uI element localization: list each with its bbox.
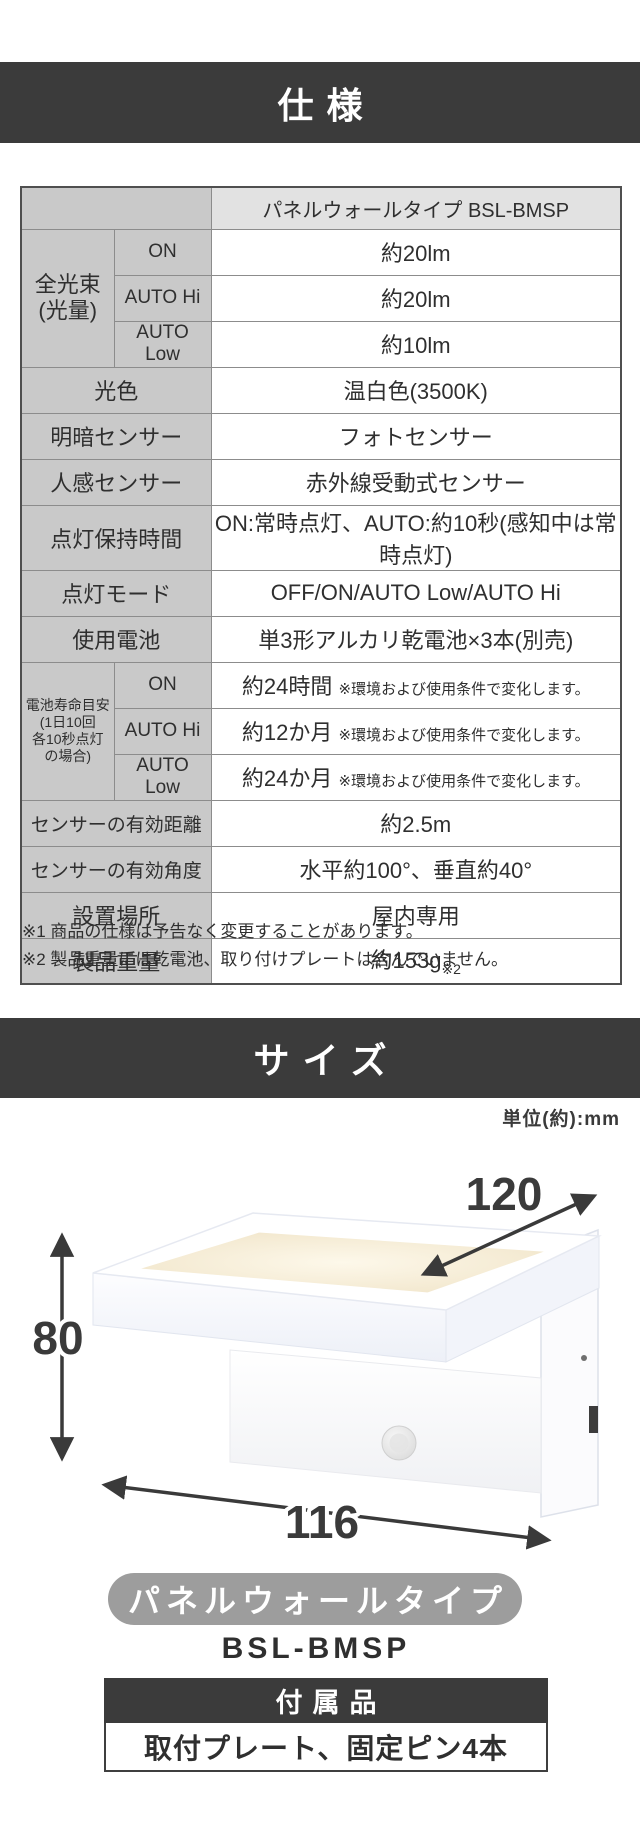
- table-row-lighting-mode: 点灯モード OFF/ON/AUTO Low/AUTO Hi: [20, 569, 622, 617]
- product-header-cell: パネルウォールタイプ BSL-BMSP: [210, 186, 622, 230]
- mode-cell: ON: [113, 228, 212, 276]
- table-row-luminous-hi: AUTO Hi 約20lm: [21, 274, 622, 322]
- row-label: 点灯モード: [20, 569, 212, 617]
- value-cell: 約20lm: [210, 228, 622, 276]
- table-row-header: パネルウォールタイプ BSL-BMSP: [20, 186, 622, 230]
- lamp-body-illustration: [229, 1349, 542, 1494]
- mode-cell: ON: [113, 661, 212, 709]
- mode-cell: AUTO Hi: [113, 707, 212, 755]
- size-section-title-text: サイズ: [253, 1040, 400, 1081]
- row-label: 設置場所: [20, 891, 212, 939]
- width-dimension-label: 116: [285, 1496, 359, 1548]
- value-cell: ON:常時点灯、AUTO:約10秒(感知中は常時点灯): [210, 504, 622, 571]
- battery-life-note: ※環境および使用条件で変化します。: [338, 681, 590, 698]
- depth-dimension-label: 120: [466, 1168, 543, 1220]
- value-cell: 約12か月 ※環境および使用条件で変化します。: [210, 707, 622, 755]
- table-row-product-weight: 製品重量 約153g※2: [20, 937, 622, 985]
- table-row-sensor-distance: センサーの有効距離 約2.5m: [20, 799, 622, 847]
- spec-table: パネルウォールタイプ BSL-BMSP 全光束 (光量) ON 約20lm AU…: [20, 186, 622, 985]
- model-type-badge-text: パネルウォールタイプ: [127, 1583, 508, 1619]
- table-row-battery: 使用電池 単3形アルカリ乾電池×3本(別売): [20, 615, 622, 663]
- value-cell: 約20lm: [210, 274, 622, 322]
- value-cell: フォトセンサー: [210, 412, 622, 460]
- table-row-sensor-angle: センサーの有効角度 水平約100°、垂直約40°: [20, 845, 622, 893]
- table-row-battery-life-low: AUTO Low 約24か月 ※環境および使用条件で変化します。: [21, 753, 622, 801]
- product-weight-value: 約153g: [370, 948, 442, 974]
- mode-switch-illustration: [589, 1406, 598, 1433]
- height-dimension-label: 80: [32, 1312, 83, 1364]
- table-row-motion-sensor: 人感センサー 赤外線受動式センサー: [20, 458, 622, 506]
- width-dimension: 116: [101, 1475, 552, 1552]
- accessories-content-box: 取付プレート、固定ピン4本: [104, 1723, 548, 1772]
- mode-cell: AUTO Hi: [113, 274, 212, 322]
- value-cell: 単3形アルカリ乾電池×3本(別売): [210, 615, 622, 663]
- battery-life-value: 約24時間: [241, 674, 333, 699]
- battery-life-label: 電池寿命目安 (1日10回 各10秒点灯 の場合): [20, 661, 115, 801]
- accessories-content-text: 取付プレート、固定ピン4本: [143, 1732, 508, 1764]
- mode-cell: AUTO Low: [113, 320, 212, 368]
- value-cell: OFF/ON/AUTO Low/AUTO Hi: [210, 569, 622, 617]
- table-row-light-color: 光色 温白色(3500K): [20, 366, 622, 414]
- spec-section-title-text: 仕様: [277, 84, 376, 126]
- mode-cell: AUTO Low: [113, 753, 212, 801]
- value-cell: 約2.5m: [210, 799, 622, 847]
- accessories-title-bar: 付属品: [104, 1678, 548, 1723]
- light-panel-illustration: [92, 1212, 602, 1363]
- spec-section-title: 仕様: [0, 62, 640, 143]
- table-row-installation-place: 設置場所 屋内専用: [20, 891, 622, 939]
- table-row-battery-life-on: 電池寿命目安 (1日10回 各10秒点灯 の場合) ON 約24時間 ※環境およ…: [20, 661, 622, 801]
- table-row-battery-life-hi: AUTO Hi 約12か月 ※環境および使用条件で変化します。: [21, 707, 622, 755]
- table-row-luminous-low: AUTO Low 約10lm: [21, 320, 622, 368]
- footnote-2: ※2 製品重量には乾電池、取り付けプレートは含んでいません。: [22, 950, 509, 969]
- row-label: 光色: [20, 366, 212, 414]
- size-section-title: サイズ: [0, 1018, 640, 1098]
- size-diagram: 120 80 116: [28, 1164, 602, 1552]
- value-cell: 屋内専用: [210, 891, 622, 939]
- value-cell: 水平約100°、垂直約40°: [210, 845, 622, 893]
- accessories-title-text: 付属品: [275, 1688, 387, 1718]
- value-cell: 温白色(3500K): [210, 366, 622, 414]
- row-label: センサーの有効角度: [20, 845, 212, 893]
- value-cell: 約153g※2: [210, 937, 622, 985]
- row-label: 明暗センサー: [20, 412, 212, 460]
- footnotes: ※1 商品の仕様は予告なく変更することがあります。 ※2 製品重量には乾電池、取…: [22, 918, 508, 974]
- model-number: BSL-BMSP: [221, 1632, 411, 1665]
- table-row-brightness-sensor: 明暗センサー フォトセンサー: [20, 412, 622, 460]
- battery-life-note: ※環境および使用条件で変化します。: [338, 727, 590, 744]
- value-cell: 約10lm: [210, 320, 622, 368]
- depth-dimension: 120: [420, 1164, 598, 1277]
- value-cell: 約24時間 ※環境および使用条件で変化します。: [210, 661, 622, 709]
- value-cell: 赤外線受動式センサー: [210, 458, 622, 506]
- row-label: センサーの有効距離: [20, 799, 212, 847]
- height-dimension: 80: [28, 1232, 88, 1462]
- battery-life-value: 約12か月: [241, 720, 333, 745]
- table-row-luminous-on: 全光束 (光量) ON 約20lm: [20, 228, 622, 368]
- plate-screw-dot: [581, 1355, 587, 1361]
- row-label: 点灯保持時間: [20, 504, 212, 571]
- product-weight-note-ref: ※2: [441, 961, 461, 978]
- luminous-flux-label: 全光束 (光量): [20, 228, 115, 368]
- row-label: 人感センサー: [20, 458, 212, 506]
- row-label: 製品重量: [20, 937, 212, 985]
- unit-label: 単位(約):mm: [502, 1109, 620, 1130]
- battery-life-value: 約24か月: [241, 766, 333, 791]
- footnote-1: ※1 商品の仕様は予告なく変更することがあります。: [22, 922, 423, 941]
- table-corner-cell: [20, 186, 212, 230]
- battery-life-note: ※環境および使用条件で変化します。: [338, 773, 590, 790]
- row-label: 使用電池: [20, 615, 212, 663]
- table-row-hold-time: 点灯保持時間 ON:常時点灯、AUTO:約10秒(感知中は常時点灯): [20, 504, 622, 571]
- value-cell: 約24か月 ※環境および使用条件で変化します。: [210, 753, 622, 801]
- model-type-badge: パネルウォールタイプ: [108, 1573, 522, 1625]
